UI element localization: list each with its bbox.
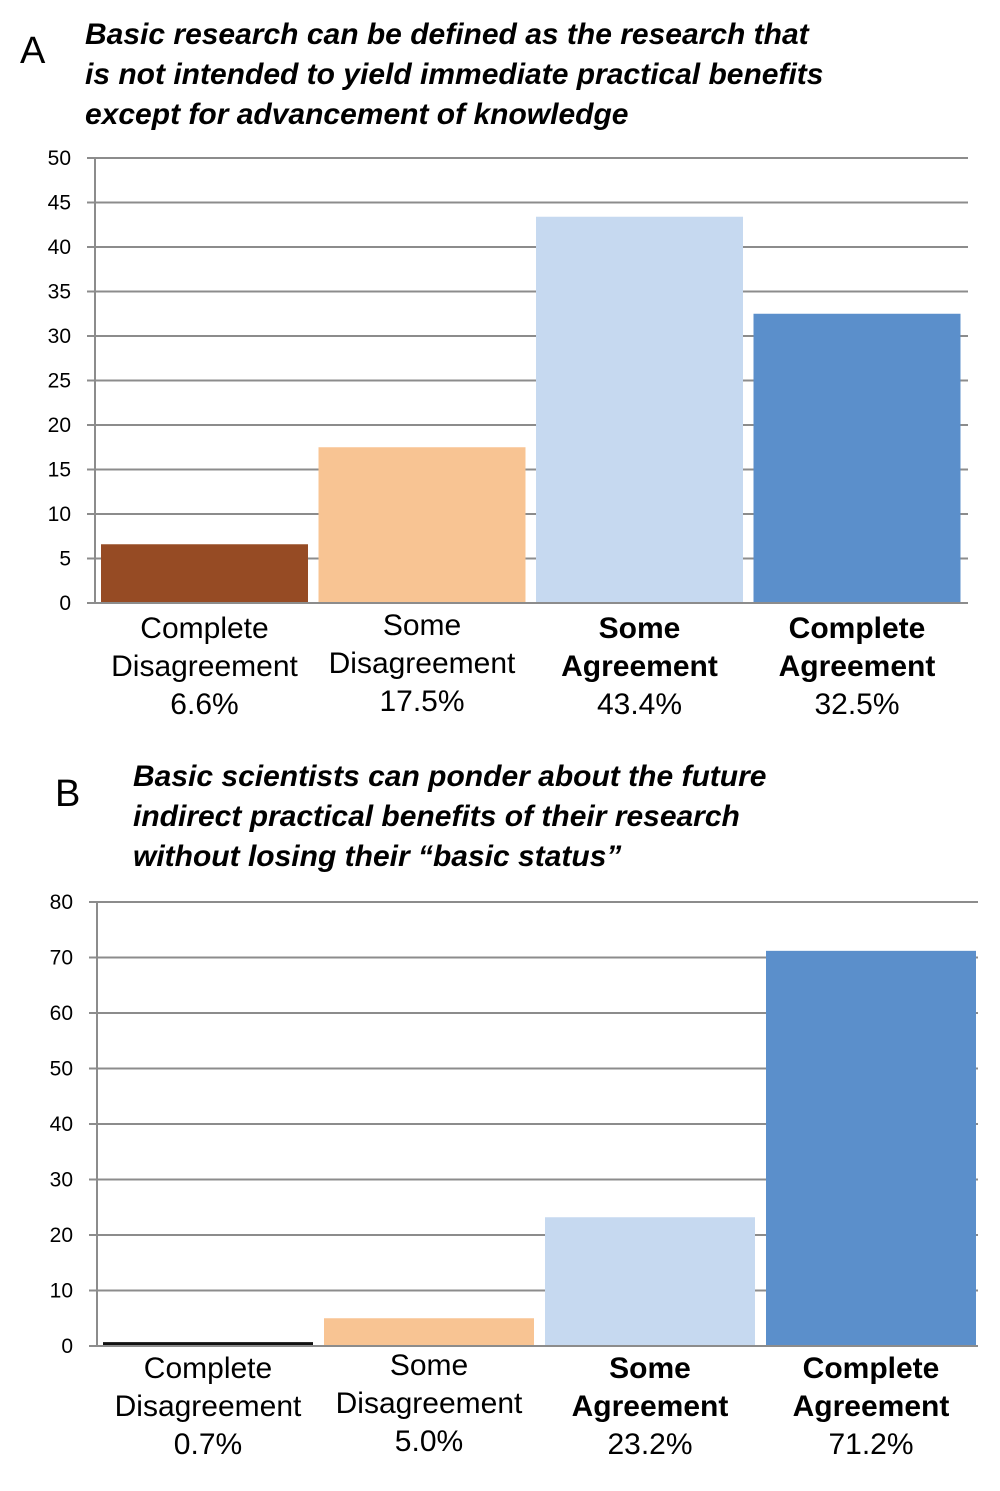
y-tick-label: 50: [50, 1058, 73, 1081]
x-category-text: Complete: [143, 1352, 273, 1385]
bar: [103, 1342, 313, 1346]
x-category-percent: 32.5%: [814, 688, 900, 721]
x-category-percent: 17.5%: [379, 685, 465, 718]
x-category-percent: 5.0%: [394, 1425, 464, 1458]
y-tick-label: 0: [61, 1335, 73, 1358]
bar: [536, 216, 743, 604]
y-tick-label: 25: [48, 370, 71, 393]
x-category-text: Disagreement: [335, 1387, 523, 1420]
x-category-text: Agreement: [571, 1390, 729, 1423]
chart-panel-a: A Basic research can be defined as the r…: [0, 0, 1000, 745]
chart-title-line: Basic scientists can ponder about the fu…: [133, 760, 767, 793]
x-category-text: Complete: [788, 612, 926, 645]
x-category-label: Some Disagreement 5.0%: [314, 1347, 544, 1461]
chart-title: Basic scientists can ponder about the fu…: [133, 757, 766, 877]
x-category-text: Agreement: [561, 650, 718, 683]
y-tick-label: 0: [59, 592, 71, 615]
bar: [318, 447, 526, 603]
bar-chart-b: 0 10 20 30 40 50 60 70 80: [50, 891, 978, 1358]
x-category-label: Complete Agreement 32.5%: [742, 610, 972, 724]
y-tick-label: 60: [50, 1002, 73, 1025]
x-category-text: Some: [609, 1352, 691, 1385]
x-category-label: Some Disagreement 17.5%: [307, 607, 537, 721]
y-tick-label: 20: [48, 414, 71, 437]
chart-title-line: indirect practical benefits of their res…: [133, 800, 740, 833]
x-category-percent: 43.4%: [596, 688, 683, 721]
y-tick-label: 5: [59, 548, 71, 571]
x-category-text: Disagreement: [114, 1390, 302, 1423]
bar: [324, 1318, 534, 1346]
y-tick-label: 15: [48, 459, 71, 482]
x-category-text: Disagreement: [111, 650, 298, 683]
panel-letter: B: [55, 773, 81, 815]
x-category-label: Some Agreement 43.4%: [525, 610, 755, 724]
chart-title-line: except for advancement of knowledge: [85, 98, 629, 131]
bar: [545, 1217, 755, 1346]
chart-title-line: Basic research can be defined as the res…: [85, 18, 809, 51]
x-category-percent: 23.2%: [607, 1428, 693, 1461]
chart-title-line: is not intended to yield immediate pract…: [85, 58, 824, 91]
y-tick-label: 10: [50, 1280, 73, 1303]
y-tick-label: 40: [48, 236, 71, 259]
y-tick-label: 30: [48, 325, 71, 348]
x-category-label: Complete Agreement 71.2%: [756, 1350, 986, 1464]
y-tick-label: 10: [48, 503, 71, 526]
x-category-percent: 0.7%: [173, 1428, 243, 1461]
x-category-text: Complete: [140, 612, 269, 645]
y-tick-label: 40: [50, 1113, 73, 1136]
x-category-text: Some: [389, 1349, 469, 1382]
chart-title-line: without losing their “basic status”: [133, 840, 622, 873]
chart-panel-b: B Basic scientists can ponder about the …: [0, 745, 1000, 1491]
x-category-text: Some: [598, 612, 681, 645]
x-category-label: Complete Disagreement 6.6%: [90, 610, 320, 724]
x-category-text: Complete: [802, 1352, 940, 1385]
x-category-percent: 6.6%: [170, 688, 239, 721]
y-tick-label: 45: [48, 192, 71, 215]
x-category-text: Agreement: [792, 1390, 950, 1423]
x-category-text: Agreement: [778, 650, 936, 683]
y-tick-label: 35: [48, 281, 71, 304]
y-tick-label: 30: [50, 1169, 73, 1192]
y-tick-label: 20: [50, 1224, 73, 1247]
x-category-percent: 71.2%: [828, 1428, 914, 1461]
panel-letter: A: [20, 30, 46, 72]
y-tick-label: 80: [50, 891, 73, 914]
y-tick-label: 70: [50, 947, 73, 970]
x-category-label: Complete Disagreement 0.7%: [93, 1350, 323, 1464]
x-category-text: Disagreement: [328, 647, 516, 680]
bar: [766, 950, 976, 1346]
bar-chart-a: 0 5 10 15 20 25 30 35 40 45 50: [48, 147, 968, 615]
bar: [101, 544, 308, 603]
y-tick-label: 50: [48, 147, 71, 170]
x-category-label: Some Agreement 23.2%: [535, 1350, 765, 1464]
bar: [753, 313, 961, 603]
x-category-text: Some: [382, 609, 462, 642]
chart-title: Basic research can be defined as the res…: [85, 15, 824, 135]
